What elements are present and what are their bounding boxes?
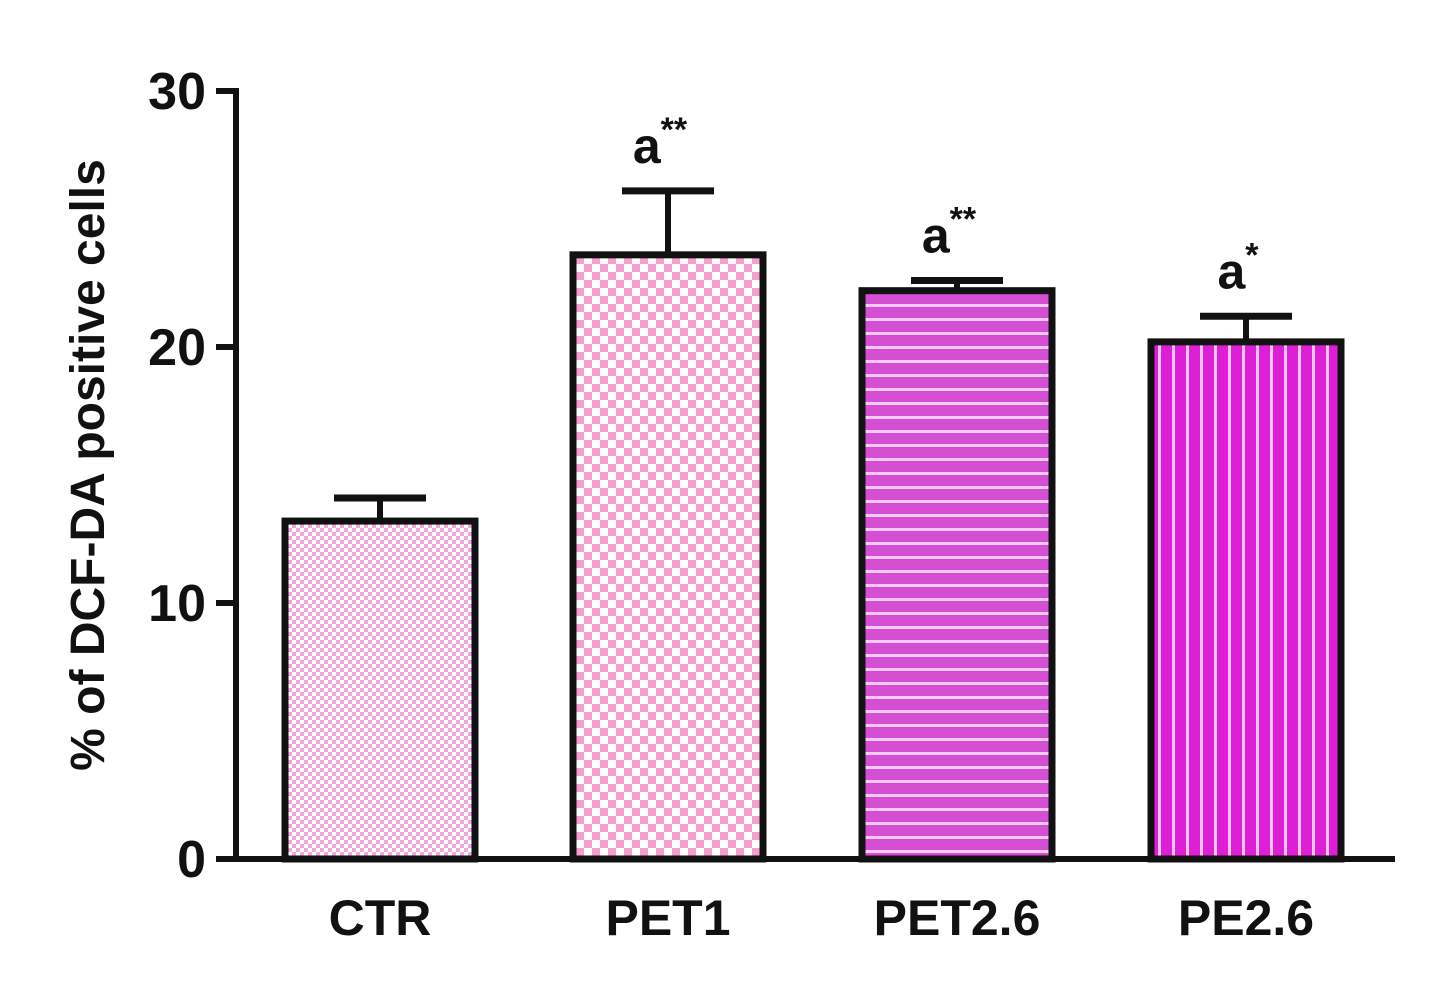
x-tick-label: CTR [329,890,432,946]
x-tick-label: PE2.6 [1178,890,1314,946]
y-tick-label: 20 [148,319,206,377]
bars [281,187,1345,863]
x-tick-label: PET1 [605,890,730,946]
x-tick-label: PET2.6 [874,890,1041,946]
y-ticks: 0 10 20 30 [148,63,236,889]
bar-pet1 [569,251,767,863]
y-tick-label: 0 [177,831,206,889]
significance-label: a* [1217,236,1259,299]
bar-ctr [281,517,479,863]
x-ticks: CTR PET1 PET2.6 PE2.6 [329,890,1314,946]
significance-label: a** [633,111,688,174]
bar-pet2-6 [858,287,1056,863]
significance-label: a** [922,200,977,263]
y-tick-label: 30 [148,63,206,121]
y-tick-label: 10 [148,575,206,633]
bar-pe2-6 [1147,338,1345,863]
y-axis-label: % of DCF-DA positive cells [62,159,115,771]
